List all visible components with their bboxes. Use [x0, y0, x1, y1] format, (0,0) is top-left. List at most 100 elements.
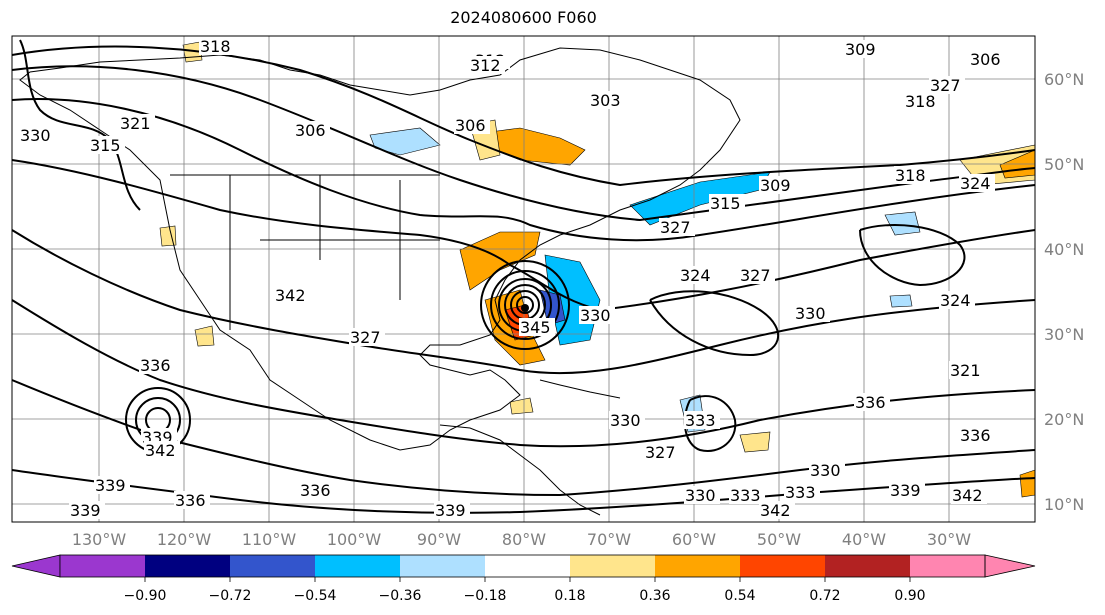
contour-label: 318 — [905, 92, 936, 111]
contour-label: 324 — [960, 174, 991, 193]
contour-label: 330 — [580, 306, 611, 325]
colorbar-label: −0.72 — [209, 588, 252, 604]
contour-label: 336 — [960, 426, 991, 445]
contour-label: 336 — [300, 481, 331, 500]
colorbar: −0.90 −0.72 −0.54 −0.36 −0.18 0.18 0.36 … — [11, 554, 1036, 604]
map-frame — [11, 35, 1036, 523]
contour-label: 342 — [145, 441, 176, 460]
contour-label: 330 — [610, 411, 641, 430]
contour-label: 339 — [95, 476, 126, 495]
contour-label: 330 — [810, 461, 841, 480]
contour-label: 330 — [685, 486, 716, 505]
lat-label: 30°N — [1044, 325, 1084, 344]
lon-label: 110°W — [242, 530, 297, 549]
contour-label: 330 — [795, 304, 826, 323]
colorbar-extend-high — [984, 554, 1036, 578]
colorbar-label: −0.18 — [464, 588, 507, 604]
contour-label-layer: 318 312 309 306 303 306 321 330 327 318 … — [19, 37, 1005, 520]
shade-yellow-gulf — [509, 397, 534, 415]
coastlines — [19, 47, 741, 516]
colorbar-swatch — [230, 555, 315, 577]
colorbar-label: 0.18 — [554, 588, 585, 604]
colorbar-label: 0.90 — [894, 588, 925, 604]
shade-yellow-pac — [194, 325, 215, 347]
contour-label: 330 — [20, 126, 51, 145]
colorbar-label: 0.54 — [724, 588, 755, 604]
colorbar-label: −0.54 — [294, 588, 337, 604]
lon-label: 40°W — [842, 530, 886, 549]
contour-label: 309 — [845, 40, 876, 59]
lon-label: 30°W — [927, 530, 971, 549]
lat-label: 10°N — [1044, 495, 1084, 514]
contour-label: 303 — [590, 91, 621, 110]
contour-label: 342 — [275, 286, 306, 305]
latitude-labels: 60°N 50°N 40°N 30°N 20°N 10°N — [1044, 70, 1084, 514]
shade-lightblue-east — [889, 294, 913, 308]
lon-label: 100°W — [327, 530, 382, 549]
lon-label: 60°W — [672, 530, 716, 549]
colorbar-swatch — [145, 555, 230, 577]
contour-label: 327 — [645, 443, 676, 462]
contour-label: 324 — [680, 266, 711, 285]
lon-label: 120°W — [157, 530, 212, 549]
contour-label: 342 — [760, 501, 791, 520]
colorbar-label: 0.36 — [639, 588, 670, 604]
colorbar-swatch — [655, 555, 740, 577]
contour-label: 315 — [710, 194, 741, 213]
contour-label: 342 — [952, 486, 983, 505]
colorbar-swatch — [910, 555, 985, 577]
contour-label: 339 — [435, 501, 466, 520]
colorbar-swatch — [825, 555, 910, 577]
colorbar-swatch — [315, 555, 400, 577]
contour-label: 309 — [760, 176, 791, 195]
contour-label: 315 — [90, 136, 121, 155]
contour-label: 321 — [950, 361, 981, 380]
contour-label: 324 — [940, 291, 971, 310]
lat-label: 40°N — [1044, 240, 1084, 259]
longitude-labels: 130°W 120°W 110°W 100°W 90°W 80°W 70°W 6… — [72, 530, 971, 549]
map-title: 2024080600 F060 — [450, 8, 597, 27]
storm-center-marker — [521, 304, 529, 312]
lon-label: 90°W — [417, 530, 461, 549]
contour-label: 306 — [970, 50, 1001, 69]
lon-label: 130°W — [72, 530, 127, 549]
colorbar-swatch — [570, 555, 655, 577]
shade-orange-se — [1019, 469, 1036, 498]
colorbar-label: 0.72 — [809, 588, 840, 604]
contour-label: 327 — [740, 266, 771, 285]
colorbar-swatch — [485, 555, 570, 577]
lon-label: 80°W — [502, 530, 546, 549]
colorbar-swatch — [400, 555, 485, 577]
contour-label: 312 — [470, 56, 501, 75]
contour-label: 306 — [295, 121, 326, 140]
contour-label: 327 — [930, 76, 961, 95]
contour-label: 318 — [200, 37, 231, 56]
contour-label: 321 — [120, 114, 151, 133]
contour-label: 327 — [350, 328, 381, 347]
contour-label: 345 — [520, 318, 551, 337]
contour-label: 339 — [890, 481, 921, 500]
colorbar-label: −0.36 — [379, 588, 422, 604]
contour-label: 336 — [855, 393, 886, 412]
lat-label: 20°N — [1044, 410, 1084, 429]
contour-label: 333 — [685, 411, 716, 430]
lon-label: 70°W — [587, 530, 631, 549]
contour-label: 318 — [895, 166, 926, 185]
contour-label: 306 — [455, 116, 486, 135]
colorbar-label: −0.90 — [124, 588, 167, 604]
colorbar-extend-low — [11, 554, 61, 578]
contour-label: 336 — [175, 491, 206, 510]
lat-label: 60°N — [1044, 70, 1084, 89]
shade-orange-coast — [459, 231, 541, 291]
contour-label: 327 — [660, 218, 691, 237]
lon-label: 50°W — [757, 530, 801, 549]
lat-label: 50°N — [1044, 155, 1084, 174]
shade-lightblue-atl — [884, 211, 921, 236]
shade-yellow-carib — [739, 431, 771, 453]
colorbar-swatch — [740, 555, 825, 577]
colorbar-swatch — [60, 555, 145, 577]
contour-label: 333 — [730, 486, 761, 505]
contour-label: 339 — [70, 501, 101, 520]
contour-label: 333 — [785, 483, 816, 502]
